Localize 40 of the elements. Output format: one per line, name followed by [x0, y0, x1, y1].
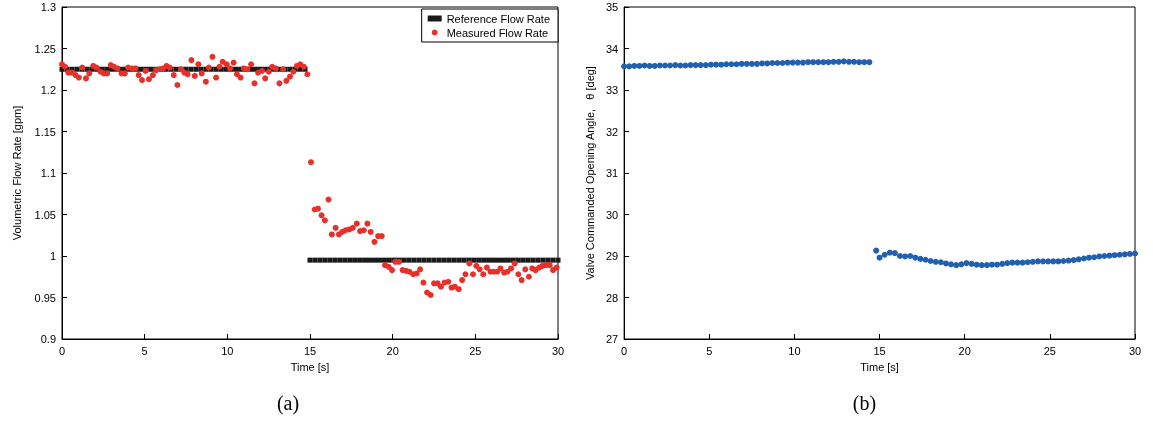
y-tick-label: 31: [605, 167, 619, 179]
x-tick-label: 10: [788, 344, 801, 357]
x-tick-label: 30: [1128, 344, 1142, 357]
x-tick-label: 5: [706, 344, 713, 357]
x-tick-label: 25: [1043, 344, 1056, 357]
x-axis-title: Time [s]: [860, 360, 899, 373]
x-tick-label: 15: [303, 344, 317, 357]
y-tick-label: 0.9: [40, 333, 56, 345]
y-tick-label: 34: [605, 42, 619, 55]
text: (b): [852, 392, 877, 415]
text: (a): [276, 392, 300, 415]
y-tick-label: 0.95: [34, 291, 56, 304]
y-tick-label: 32: [605, 125, 619, 138]
y-tick-label: 30: [605, 208, 619, 221]
y-tick-label: 1.2: [40, 84, 56, 96]
legend-label: Reference Flow Rate: [446, 12, 550, 25]
y-tick-label: 33: [605, 84, 619, 96]
y-axis-title: Valve Commanded Opening Angle, θ [deg]: [583, 66, 596, 280]
x-tick-label: 30: [551, 344, 565, 357]
y-tick-label: 28: [605, 291, 619, 304]
x-tick-label: 10: [221, 344, 234, 357]
x-tick-label: 0: [621, 344, 628, 357]
x-axis-title: Time [s]: [290, 360, 330, 373]
y-tick-label: 1.05: [34, 208, 56, 221]
x-tick-label: 0: [58, 344, 66, 357]
y-tick-label: 1.3: [40, 1, 56, 13]
y-tick-label: 1.15: [34, 125, 56, 138]
y-tick-label: 35: [605, 1, 619, 13]
x-tick-label: 5: [141, 344, 148, 357]
y-tick-label: 27: [605, 333, 619, 345]
legend-label: Measured Flow Rate: [446, 26, 549, 39]
x-tick-label: 20: [958, 344, 971, 357]
y-tick-label: 29: [605, 250, 619, 262]
y-tick-label: 1.1: [40, 167, 56, 179]
y-tick-label: 1: [49, 250, 56, 262]
y-axis-title: Volumetric Flow Rate [gpm]: [10, 105, 23, 241]
x-tick-label: 25: [469, 344, 482, 357]
y-tick-label: 1.25: [34, 42, 56, 55]
x-tick-label: 15: [873, 344, 886, 357]
x-tick-label: 20: [386, 344, 399, 357]
